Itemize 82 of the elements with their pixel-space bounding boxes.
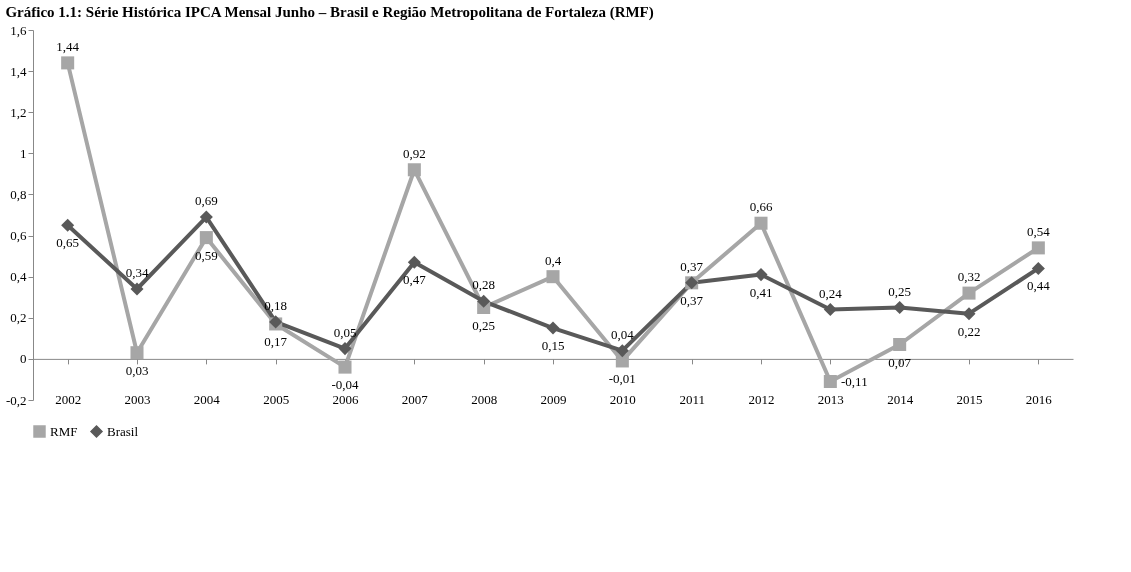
point bbox=[546, 270, 560, 284]
x-tick-label: 2015 bbox=[956, 392, 983, 408]
y-tick-label: 1,4 bbox=[10, 63, 27, 79]
point bbox=[962, 307, 976, 321]
chart-title: Gráfico 1.1: Série Histórica IPCA Mensal Junho – Brasil e Região Metropolitana de Fortaleza (RMF) bbox=[5, 4, 654, 21]
data-label: 0,17 bbox=[264, 333, 288, 349]
data-label: 0,69 bbox=[194, 193, 218, 209]
data-label: 0,66 bbox=[749, 199, 773, 215]
point bbox=[546, 321, 560, 335]
x-tick-label: 2002 bbox=[55, 392, 82, 408]
data-label: 1,44 bbox=[56, 38, 80, 54]
point bbox=[893, 337, 907, 352]
data-label: 0,37 bbox=[680, 292, 704, 308]
data-label: 0,41 bbox=[749, 284, 773, 300]
y-tick-label: 1 bbox=[20, 145, 27, 161]
y-tick-label: 0 bbox=[20, 351, 27, 367]
point bbox=[615, 354, 629, 368]
x-tick-label: 2005 bbox=[263, 392, 290, 408]
point bbox=[823, 374, 837, 389]
data-label: 0,59 bbox=[194, 247, 218, 263]
y-tick-label: 0,6 bbox=[10, 228, 27, 244]
x-tick-label: 2003 bbox=[124, 392, 151, 408]
point bbox=[754, 216, 768, 230]
point bbox=[407, 163, 421, 177]
point bbox=[199, 231, 213, 245]
x-tick-label: 2004 bbox=[193, 392, 221, 408]
data-label: 0,05 bbox=[333, 324, 357, 340]
y-tick-label: 1,2 bbox=[10, 104, 27, 120]
data-label: 0,34 bbox=[125, 265, 149, 280]
point bbox=[130, 346, 144, 360]
point bbox=[823, 303, 837, 317]
data-label: 0,54 bbox=[1026, 223, 1051, 239]
data-label: 0,04 bbox=[610, 326, 635, 342]
data-label: 0,28 bbox=[472, 277, 496, 293]
data-label: 0,4 bbox=[544, 252, 562, 268]
point bbox=[130, 282, 144, 296]
data-label: -0,11 bbox=[841, 373, 868, 389]
data-label: 0,15 bbox=[541, 338, 565, 354]
data-label: 0,24 bbox=[818, 285, 843, 301]
data-label: 0,07 bbox=[888, 354, 912, 370]
x-tick-label: 2009 bbox=[540, 392, 567, 408]
x-tick-label: 2012 bbox=[748, 392, 775, 408]
x-tick-label: 2007 bbox=[401, 392, 429, 408]
x-tick-label: 2014 bbox=[887, 392, 914, 408]
point bbox=[962, 286, 976, 300]
point bbox=[754, 268, 768, 282]
data-label: 0,03 bbox=[125, 362, 149, 378]
y-tick-label: 0,8 bbox=[10, 186, 27, 202]
point bbox=[477, 294, 491, 308]
point bbox=[893, 300, 907, 315]
point bbox=[338, 360, 352, 374]
point bbox=[61, 56, 75, 70]
y-tick-label: -0,2 bbox=[5, 392, 27, 408]
x-tick-label: 2006 bbox=[332, 392, 359, 408]
y-tick-label: 0,2 bbox=[10, 310, 27, 326]
point bbox=[615, 344, 629, 358]
x-tick-label: 2008 bbox=[471, 392, 498, 408]
x-tick-label: 2013 bbox=[817, 392, 844, 408]
data-label: 0,37 bbox=[680, 258, 704, 274]
x-tick-label: 2010 bbox=[609, 392, 636, 408]
point bbox=[407, 255, 421, 269]
data-label: 0,22 bbox=[957, 323, 981, 339]
data-label: -0,04 bbox=[331, 377, 360, 393]
point bbox=[338, 342, 352, 356]
point bbox=[1031, 261, 1045, 275]
point bbox=[61, 218, 75, 232]
data-label: 0,25 bbox=[888, 283, 912, 299]
legend-label: Brasil bbox=[107, 423, 139, 439]
data-label: 0,25 bbox=[472, 317, 496, 333]
y-tick-label: 0,4 bbox=[10, 269, 27, 285]
point bbox=[199, 210, 213, 224]
x-tick-label: 2011 bbox=[679, 392, 705, 408]
y-tick-label: 1,6 bbox=[10, 22, 27, 38]
data-label: 0,92 bbox=[402, 145, 426, 161]
point bbox=[1031, 241, 1045, 255]
data-label: 0,65 bbox=[56, 235, 80, 251]
data-label: -0,01 bbox=[608, 370, 636, 386]
legend-label: RMF bbox=[50, 423, 78, 439]
x-tick-label: 2016 bbox=[1025, 392, 1053, 408]
data-label: 0,47 bbox=[402, 272, 427, 288]
data-label: 0,44 bbox=[1026, 278, 1051, 294]
data-label: 0,32 bbox=[957, 269, 981, 285]
